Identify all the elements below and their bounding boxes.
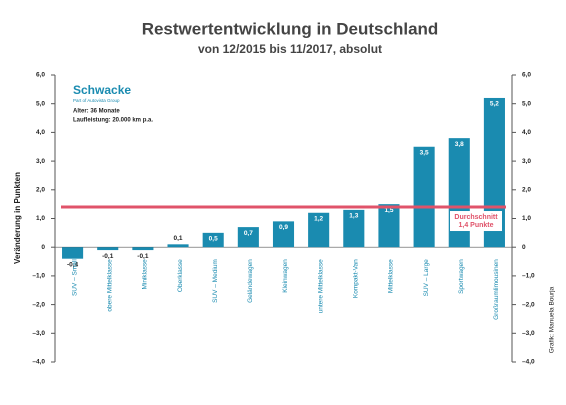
y-tick-label: –4,0: [32, 359, 45, 366]
y-tick-label: 0: [41, 244, 45, 251]
x-tick-label: SUV – Large: [423, 259, 430, 297]
y2-tick-label: 3,0: [522, 158, 531, 165]
credit: Grafik: Manuela Bourja: [549, 286, 556, 353]
bar: [343, 209, 365, 248]
y-tick-label: –3,0: [32, 330, 45, 337]
y2-tick-label: 2,0: [522, 187, 531, 194]
x-tick-label: untere Mittelklasse: [317, 259, 324, 314]
x-tick-label: Mittelklasse: [388, 259, 395, 293]
y2-tick-label: 4,0: [522, 129, 531, 136]
note: Alter: 36 Monate: [73, 109, 120, 115]
y-tick-label: 1,0: [36, 215, 45, 222]
y-tick-label: 3,0: [36, 158, 45, 165]
y2-tick-label: –2,0: [522, 301, 535, 308]
bar: [167, 244, 189, 248]
value-label: 1,5: [384, 207, 393, 214]
reference-label: Durchschnitt: [454, 214, 498, 221]
value-label: 1,2: [314, 215, 323, 222]
x-tick-label: Miniklasse: [142, 259, 149, 290]
x-tick-label: Kompakt-Van: [353, 259, 360, 298]
y-tick-label: 5,0: [36, 100, 45, 107]
value-label: 0,1: [174, 235, 183, 242]
value-label: -0,1: [102, 253, 114, 260]
y-tick-label: 2,0: [36, 187, 45, 194]
y2-tick-label: 1,0: [522, 215, 531, 222]
bar: [132, 247, 154, 251]
reference-label-box: [450, 211, 502, 232]
y2-tick-label: 0: [522, 244, 526, 251]
bar: [97, 247, 119, 251]
bar: [378, 204, 400, 248]
x-tick-label: SUV – Small: [71, 259, 78, 296]
y-tick-label: –2,0: [32, 301, 45, 308]
x-tick-label: Kleinwagen: [282, 259, 289, 293]
y2-tick-label: 5,0: [522, 100, 531, 107]
value-label: -0,4: [67, 261, 79, 268]
value-label: 1,3: [349, 213, 358, 220]
bar: [413, 146, 435, 248]
x-tick-label: SUV – Medium: [212, 259, 219, 303]
value-label: 3,8: [455, 141, 464, 148]
bar: [308, 212, 330, 248]
logo-tagline: Part of Autovista Group: [73, 98, 120, 103]
x-tick-label: Großraumlimousinen: [493, 259, 500, 320]
y2-tick-label: –1,0: [522, 273, 535, 280]
y-axis-label: Veränderung in Punkten: [13, 172, 22, 264]
bar: [237, 227, 259, 248]
chart-title: Restwertentwicklung in Deutschland: [142, 19, 439, 38]
x-tick-label: Sportwagen: [458, 259, 465, 294]
value-label: 0,5: [209, 236, 218, 243]
x-tick-label: Geländewagen: [247, 259, 254, 303]
value-label: 3,5: [420, 149, 429, 156]
bar: [202, 232, 224, 248]
logo: Schwacke: [73, 83, 131, 97]
value-label: -0,1: [137, 253, 149, 260]
value-label: 0,7: [244, 230, 253, 237]
x-tick-label: Oberklasse: [177, 259, 184, 292]
note: Laufleistung: 20.000 km p.a.: [73, 118, 153, 124]
y-tick-label: 4,0: [36, 129, 45, 136]
bar: [483, 97, 505, 248]
bar: [272, 221, 295, 248]
value-label: 5,2: [490, 101, 499, 108]
y-tick-label: –1,0: [32, 273, 45, 280]
value-label: 0,9: [279, 224, 288, 231]
bar: [62, 247, 84, 259]
y-tick-label: 6,0: [36, 72, 45, 79]
y2-tick-label: 6,0: [522, 72, 531, 79]
x-tick-label: obere Mittelklasse: [106, 259, 113, 312]
y2-tick-label: –4,0: [522, 359, 535, 366]
logo-box: [68, 80, 158, 122]
reference-value-label: 1,4 Punkte: [458, 222, 493, 229]
chart-subtitle: von 12/2015 bis 11/2017, absolut: [198, 42, 382, 56]
y2-tick-label: –3,0: [522, 330, 535, 337]
